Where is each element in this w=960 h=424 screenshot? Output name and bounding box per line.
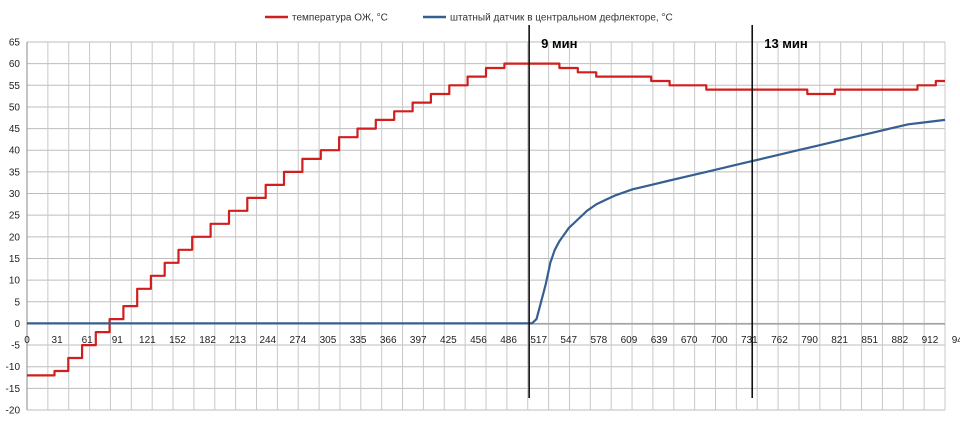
legend: температура ОЖ, °С штатный датчик в центр… xyxy=(265,12,673,24)
y-tick-label: 50 xyxy=(9,102,21,113)
y-tick-label: 45 xyxy=(9,124,21,135)
series-lines xyxy=(27,62,946,377)
x-tick-label: 61 xyxy=(82,335,94,346)
legend-label: температура ОЖ, °С xyxy=(292,13,388,24)
y-tick-label: 5 xyxy=(14,297,20,308)
x-tick-label: 731 xyxy=(741,335,758,346)
x-tick-label: 912 xyxy=(922,335,939,346)
x-tick-label: 31 xyxy=(52,335,64,346)
series-line-deflector xyxy=(27,118,946,325)
y-tick-label: 35 xyxy=(9,167,21,178)
x-tick-label: 182 xyxy=(199,335,216,346)
marker-label: 13 мин xyxy=(764,36,808,51)
x-tick-label: 609 xyxy=(621,335,638,346)
y-tick-label: 40 xyxy=(9,146,21,157)
x-tick-label: 700 xyxy=(711,335,728,346)
x-axis-ticks: 0 31 61 91 121 152 182 213 244 274 305 335 366 397 425… xyxy=(24,335,960,346)
marker-label: 9 мин xyxy=(541,36,577,51)
x-tick-label: 244 xyxy=(259,335,276,346)
y-tick-label: 60 xyxy=(9,59,21,70)
x-tick-label: 305 xyxy=(320,335,337,346)
y-tick-label: 20 xyxy=(9,232,21,243)
x-tick-label: 274 xyxy=(290,335,307,346)
x-tick-label: 0 xyxy=(24,335,30,346)
x-tick-label: 639 xyxy=(651,335,668,346)
y-tick-label: 55 xyxy=(9,81,21,92)
x-tick-label: 456 xyxy=(470,335,487,346)
x-tick-label: 91 xyxy=(112,335,124,346)
y-tick-label: -15 xyxy=(6,384,21,395)
x-tick-label: 397 xyxy=(410,335,427,346)
x-tick-label: 851 xyxy=(861,335,878,346)
y-tick-label: -20 xyxy=(6,406,21,417)
y-tick-label: 65 xyxy=(9,38,21,49)
x-tick-label: 213 xyxy=(229,335,246,346)
y-tick-label: 25 xyxy=(9,211,21,222)
x-tick-label: 547 xyxy=(560,335,577,346)
x-tick-label: 882 xyxy=(892,335,909,346)
legend-label: штатный датчик в центральном дефлекторе,… xyxy=(450,12,673,24)
y-tick-label: 10 xyxy=(9,276,21,287)
x-tick-label: 790 xyxy=(801,335,818,346)
x-tick-label: 670 xyxy=(681,335,698,346)
y-tick-label: 0 xyxy=(14,319,20,330)
grid xyxy=(26,41,946,411)
x-tick-label: 425 xyxy=(440,335,457,346)
x-tick-label: 578 xyxy=(591,335,608,346)
x-tick-label: 335 xyxy=(350,335,367,346)
y-tick-label: -10 xyxy=(6,362,21,373)
x-tick-label: 121 xyxy=(139,335,156,346)
x-tick-label: 486 xyxy=(500,335,517,346)
series-line-coolant xyxy=(27,62,945,377)
y-tick-label: -5 xyxy=(11,341,20,352)
y-axis-ticks: -20 -15 -10 -5 0 5 10 15 20 25 30 35 40 45 50 55 60 65 xyxy=(6,38,21,417)
x-tick-label: 517 xyxy=(530,335,547,346)
x-tick-label: 943 xyxy=(952,335,960,346)
y-tick-label: 15 xyxy=(9,254,21,265)
x-tick-label: 762 xyxy=(771,335,788,346)
y-tick-label: 30 xyxy=(9,189,21,200)
x-tick-label: 366 xyxy=(380,335,397,346)
time-markers: 9 мин 13 мин xyxy=(528,25,808,398)
x-tick-label: 152 xyxy=(169,335,186,346)
x-tick-label: 821 xyxy=(831,335,848,346)
